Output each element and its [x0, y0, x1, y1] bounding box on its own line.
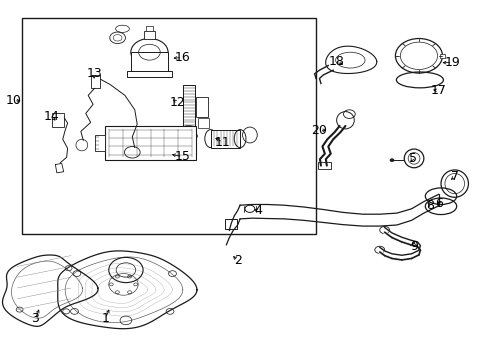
Text: 8: 8: [426, 199, 434, 212]
Text: 4: 4: [254, 204, 262, 217]
Text: 10: 10: [6, 94, 22, 107]
Bar: [131, 52, 168, 72]
Bar: [196, 97, 208, 117]
Bar: [52, 113, 64, 127]
Text: 2: 2: [234, 255, 242, 267]
Text: 7: 7: [451, 170, 459, 183]
Text: 20: 20: [312, 124, 327, 137]
Text: 1: 1: [101, 312, 109, 325]
Bar: [225, 219, 237, 229]
Circle shape: [390, 159, 394, 162]
Text: 18: 18: [328, 55, 344, 68]
Text: 13: 13: [86, 67, 102, 80]
Bar: [95, 135, 105, 151]
Text: 6: 6: [436, 197, 443, 210]
Text: 14: 14: [44, 111, 59, 123]
Text: 11: 11: [215, 136, 231, 149]
Bar: [198, 118, 209, 128]
Bar: [146, 26, 153, 31]
Bar: [183, 85, 195, 128]
Text: 17: 17: [431, 84, 446, 97]
Bar: [22, 18, 316, 234]
Text: 16: 16: [174, 51, 190, 64]
Text: 19: 19: [444, 56, 460, 69]
Bar: [318, 162, 331, 169]
Text: 12: 12: [170, 96, 185, 109]
Text: 9: 9: [410, 240, 418, 253]
Bar: [144, 31, 155, 39]
Text: 15: 15: [175, 150, 191, 163]
Bar: [440, 54, 445, 58]
Text: 3: 3: [31, 312, 39, 325]
Bar: [91, 75, 100, 88]
Text: 5: 5: [409, 152, 416, 165]
Bar: [127, 71, 172, 77]
Bar: [105, 126, 196, 160]
Bar: [211, 130, 240, 148]
